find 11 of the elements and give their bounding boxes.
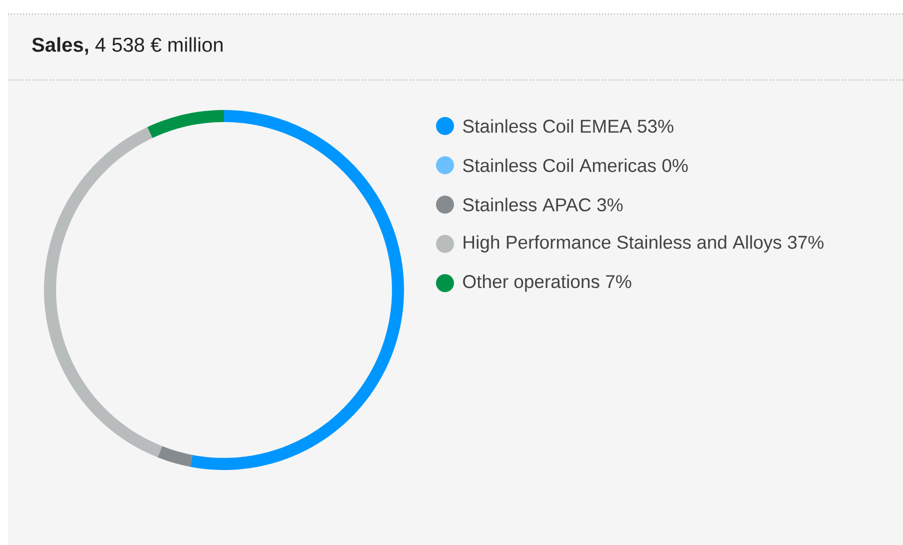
data-label: 53% bbox=[638, 120, 674, 133]
data-label: 3% bbox=[597, 198, 623, 212]
chart-title: Sales, 4 538 € million bbox=[32, 37, 223, 55]
text: 0% bbox=[662, 158, 688, 172]
legend-label: Stainless Coil EMEA bbox=[463, 119, 632, 133]
data-label: 37% bbox=[788, 236, 824, 249]
legend-label: Stainless APAC bbox=[463, 198, 591, 212]
legend-label: Other operations bbox=[463, 274, 600, 292]
data-label: 7% bbox=[606, 275, 632, 288]
legend-label: Stainless Coil Americas bbox=[463, 158, 656, 172]
legend-label: High Performance Stainless and Alloys bbox=[464, 235, 782, 253]
